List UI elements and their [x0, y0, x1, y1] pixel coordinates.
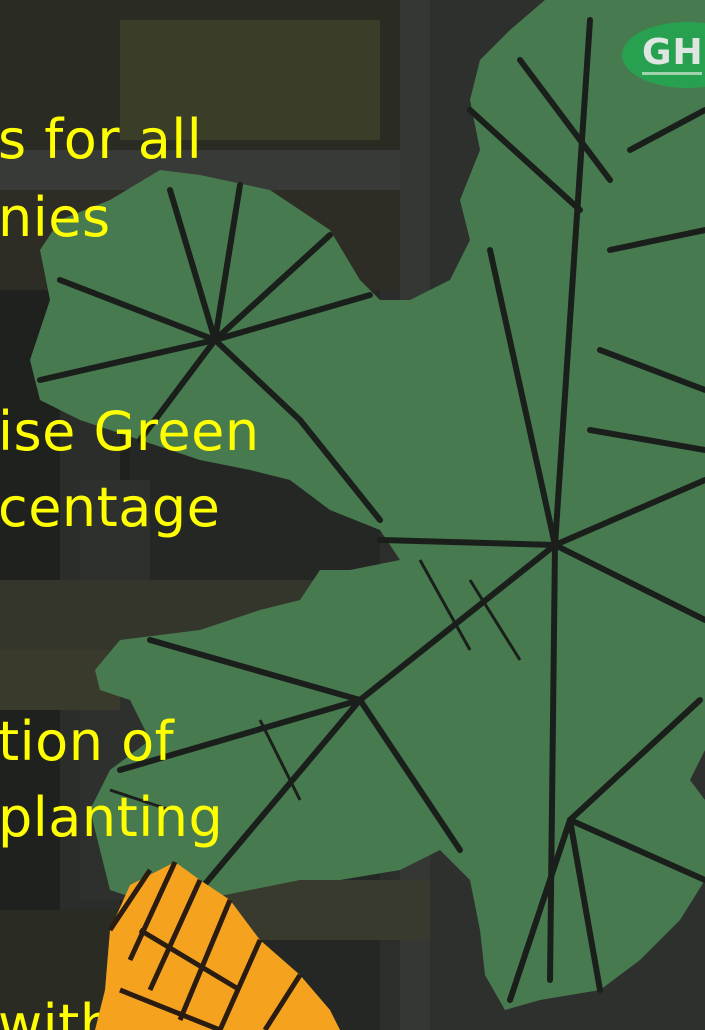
- slide-text-line-1: s for all: [0, 108, 203, 171]
- slide-text-line-3: ise Green: [0, 400, 260, 463]
- logo-badge: GH: [622, 22, 705, 88]
- logo-underline: [642, 72, 702, 75]
- slide-text-line-6: planting: [0, 786, 224, 849]
- slide-text-line-4: centage: [0, 476, 221, 539]
- logo-letters: GH: [642, 32, 704, 73]
- slide-text-line-2: nies: [0, 186, 111, 249]
- slide-text-line-5: tion of: [0, 710, 175, 773]
